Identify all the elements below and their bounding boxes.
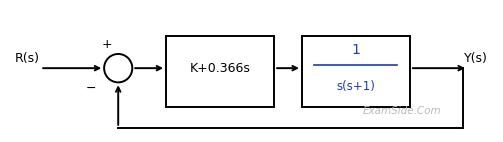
Text: −: − bbox=[86, 82, 97, 95]
Text: ExamSide.Com: ExamSide.Com bbox=[363, 106, 442, 116]
Bar bbox=[302, 36, 410, 106]
Text: R(s): R(s) bbox=[15, 52, 40, 65]
Text: Y(s): Y(s) bbox=[464, 52, 488, 65]
Text: +: + bbox=[101, 38, 112, 51]
Text: 1: 1 bbox=[352, 43, 360, 57]
Text: s(s+1): s(s+1) bbox=[337, 80, 375, 93]
Bar bbox=[166, 36, 274, 106]
Text: K+0.366s: K+0.366s bbox=[190, 62, 250, 75]
